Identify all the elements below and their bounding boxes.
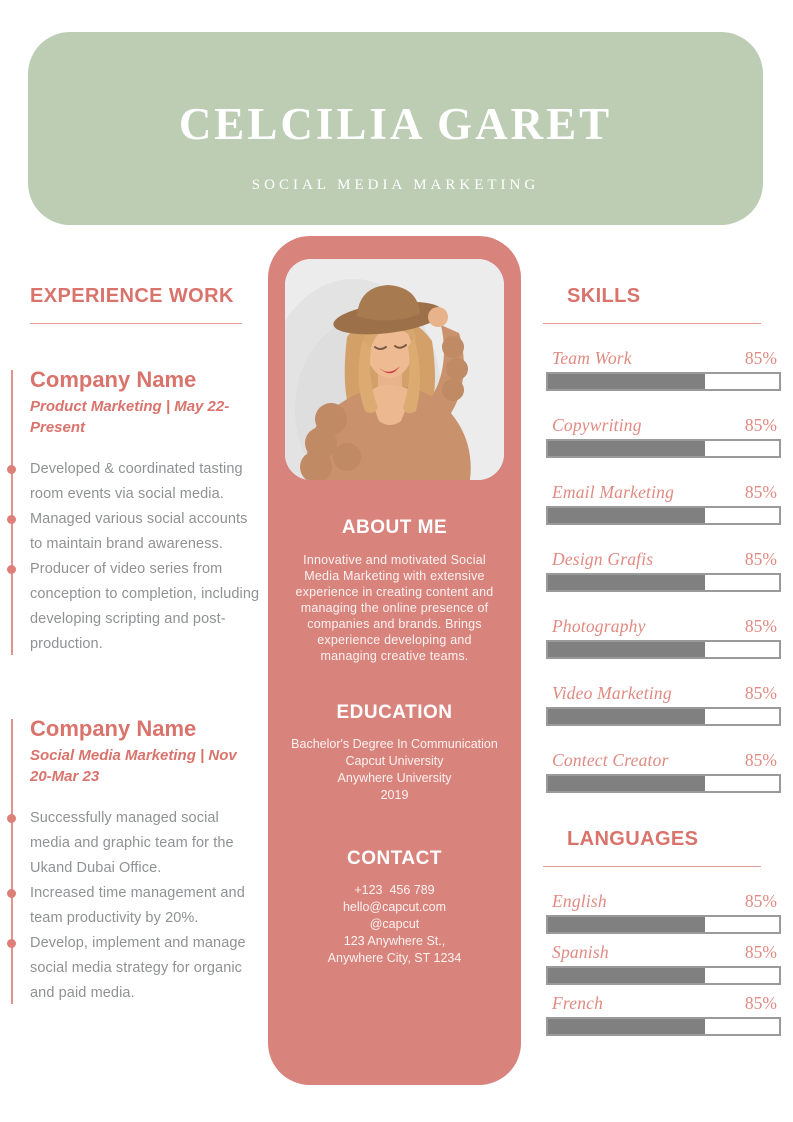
skill-row: Video Marketing 85% [546, 683, 781, 726]
skill-label: Email Marketing [552, 482, 675, 502]
language-progress-fill [548, 917, 706, 932]
skill-progress-bar [546, 506, 781, 525]
skill-progress-fill [548, 575, 706, 590]
job-meta: Social Media Marketing | Nov 20-Mar 23 [30, 747, 237, 785]
timeline-line [11, 719, 13, 1004]
languages-heading: LANGUAGES [567, 828, 699, 850]
skill-progress-bar [546, 573, 781, 592]
skill-progress-fill [548, 441, 706, 456]
skill-progress-fill [548, 642, 706, 657]
language-row: Spanish 85% [546, 942, 781, 985]
portrait-illustration [285, 259, 504, 480]
job-meta: Product Marketing | May 22-Present [30, 398, 230, 436]
language-progress-bar [546, 966, 781, 985]
timeline-line [11, 370, 13, 655]
contact-address-line2: Anywhere City, ST 1234 [327, 951, 462, 965]
skill-percent: 85% [744, 750, 777, 770]
language-row: French 85% [546, 993, 781, 1036]
skills-section: SKILLS Team Work 85% Copywriting 85% Email… [543, 284, 781, 1044]
skill-progress-fill [548, 374, 706, 389]
skill-percent: 85% [744, 482, 777, 502]
skill-progress-bar [546, 372, 781, 391]
skill-row: Design Grafis 85% [546, 549, 781, 592]
skill-label: Design Grafis [552, 549, 654, 569]
skill-progress-bar [546, 707, 781, 726]
language-percent: 85% [744, 993, 777, 1013]
skill-progress-fill [548, 508, 706, 523]
person-role: SOCIAL MEDIA MARKETING [251, 177, 540, 193]
language-label: French [552, 993, 604, 1013]
job-entry-1: Company Name Product Marketing | May 22-… [7, 366, 262, 657]
languages-divider [543, 866, 761, 867]
contact-heading: CONTACT [347, 848, 442, 869]
job-bullet: Successfully managed social media and gr… [7, 806, 262, 881]
skill-label: Photography [552, 616, 646, 636]
job-bullet: Managed various social accounts to maint… [7, 507, 262, 557]
skill-percent: 85% [744, 348, 777, 368]
skills-list: Team Work 85% Copywriting 85% Email Market… [546, 348, 781, 793]
skill-row: Copywriting 85% [546, 415, 781, 458]
skill-row: Photography 85% [546, 616, 781, 659]
education-heading: EDUCATION [336, 702, 453, 723]
language-progress-bar [546, 1017, 781, 1036]
language-progress-bar [546, 915, 781, 934]
experience-section: EXPERIENCE WORK Company Name Product Mar… [7, 284, 262, 1006]
language-row: English 85% [546, 891, 781, 934]
language-percent: 85% [744, 891, 777, 911]
skill-percent: 85% [744, 683, 777, 703]
language-progress-fill [548, 968, 706, 983]
about-text: Innovative and motivated Social Media Ma… [295, 553, 494, 663]
education-lines: Bachelor's Degree In Communication Capcu… [268, 736, 521, 804]
job-bullet: Increased time management and team produ… [7, 881, 262, 931]
job-bullet: Producer of video series from conception… [7, 557, 262, 657]
skill-label: Video Marketing [552, 683, 672, 703]
skill-percent: 85% [744, 616, 777, 636]
contact-handle: @capcut [369, 917, 420, 931]
job-bullet-list: Developed & coordinated tasting room eve… [7, 457, 262, 657]
skill-progress-bar [546, 439, 781, 458]
skill-row: Team Work 85% [546, 348, 781, 391]
skill-progress-fill [548, 709, 706, 724]
person-name: CELCILIA GARET [178, 99, 613, 149]
skill-label: Team Work [552, 348, 632, 368]
skill-label: Contect Creator [552, 750, 669, 770]
education-line: Bachelor's Degree In Communication [291, 737, 498, 751]
contact-phone: +123 456 789 [354, 883, 435, 897]
job-entry-2: Company Name Social Media Marketing | No… [7, 715, 262, 1006]
experience-divider [30, 323, 242, 324]
skill-percent: 85% [744, 549, 777, 569]
skill-row: Contect Creator 85% [546, 750, 781, 793]
skill-label: Copywriting [552, 415, 642, 435]
job-bullet: Develop, implement and manage social med… [7, 931, 262, 1006]
skill-progress-fill [548, 776, 706, 791]
contact-lines: +123 456 789 hello@capcut.com @capcut 12… [268, 882, 521, 967]
education-line: Anywhere University [337, 771, 452, 785]
skills-heading: SKILLS [567, 285, 641, 307]
skill-row: Email Marketing 85% [546, 482, 781, 525]
contact-address-line1: 123 Anywhere St., [343, 934, 446, 948]
language-label: English [552, 891, 607, 911]
contact-email: hello@capcut.com [342, 900, 446, 914]
skills-divider [543, 323, 761, 324]
portrait-photo [285, 259, 504, 480]
header-banner: CELCILIA GARET SOCIAL MEDIA MARKETING [28, 32, 763, 225]
education-line: Capcut University [345, 754, 444, 768]
skill-progress-bar [546, 774, 781, 793]
skill-percent: 85% [744, 415, 777, 435]
about-heading: ABOUT ME [341, 517, 448, 538]
skill-progress-bar [546, 640, 781, 659]
languages-list: English 85% Spanish 85% French 85% [546, 891, 781, 1036]
profile-panel: ABOUT ME Innovative and motivated Social… [268, 236, 521, 1085]
language-percent: 85% [744, 942, 777, 962]
job-bullet-list: Successfully managed social media and gr… [7, 806, 262, 1006]
job-bullet: Developed & coordinated tasting room eve… [7, 457, 262, 507]
company-name: Company Name [30, 367, 197, 392]
company-name: Company Name [30, 716, 197, 741]
language-label: Spanish [552, 942, 609, 962]
language-progress-fill [548, 1019, 706, 1034]
experience-heading: EXPERIENCE WORK [30, 285, 234, 307]
education-line: 2019 [380, 788, 409, 802]
